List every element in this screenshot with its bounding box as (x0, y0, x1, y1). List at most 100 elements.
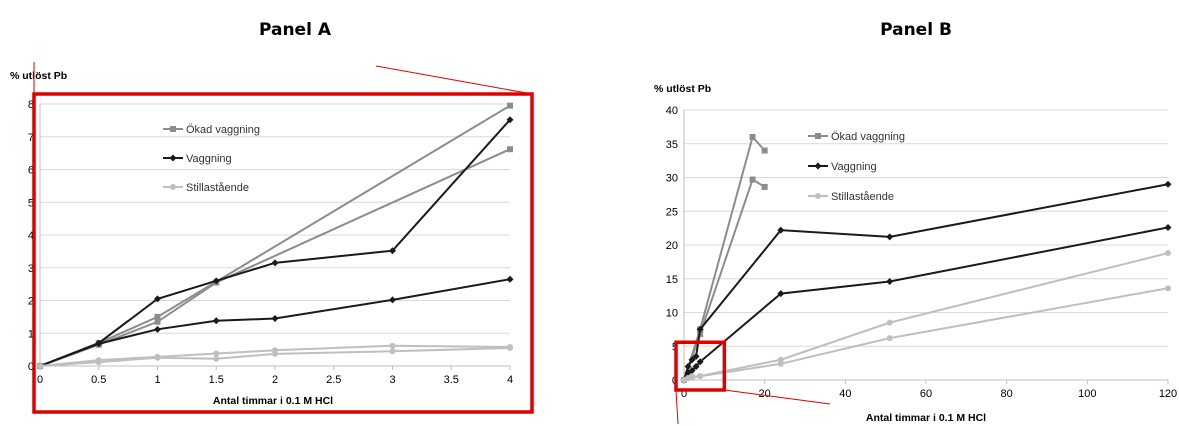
data-point (389, 342, 396, 349)
x-tick-label: 20 (759, 388, 771, 400)
data-point (886, 233, 894, 241)
x-tick-label: 1.5 (209, 374, 224, 386)
data-point (154, 318, 161, 325)
y-tick-label: 3 (28, 263, 34, 275)
data-point (689, 374, 696, 381)
data-point (697, 373, 704, 380)
panel-b-gridlines (683, 109, 1169, 384)
data-point (272, 350, 278, 357)
legend-marker (170, 126, 176, 132)
series-line (683, 287, 1169, 381)
y-tick-label: 35 (666, 139, 678, 151)
y-tick-label: 15 (666, 274, 678, 286)
x-tick-label: 3 (389, 374, 395, 386)
data-point (506, 116, 514, 124)
data-point (507, 146, 513, 153)
panel-a-series (36, 102, 514, 370)
x-tick-label: 80 (1001, 388, 1013, 400)
data-point (1164, 180, 1172, 188)
data-point (213, 355, 220, 362)
panel-a-zoom-frame (32, 92, 534, 414)
data-point (154, 325, 161, 333)
data-point (886, 277, 894, 285)
y-tick-label: 5 (28, 197, 34, 209)
data-point (777, 290, 785, 298)
series-line (683, 226, 1169, 381)
panel-b-legend: Ökad vaggning Vaggning Stillastående (808, 131, 905, 203)
y-tick-label: 4 (28, 230, 34, 242)
y-tick-label: 1 (28, 328, 34, 340)
data-point (507, 102, 513, 109)
legend-label: Vaggning (831, 161, 877, 173)
data-point (37, 363, 43, 369)
legend-marker (815, 133, 821, 139)
data-point (688, 367, 696, 375)
panel-a-chart: % utlöst Pb Antal timmar i 0.1 M HCl 0 1 2… (10, 70, 514, 407)
panel-b-chart: % utlöst Pb Antal timmar i 0.1 M HCl 051… (654, 83, 1177, 424)
data-point (777, 360, 784, 367)
y-tick-label: 6 (28, 165, 34, 177)
legend-label: Ökad vaggning (831, 131, 905, 143)
legend-marker (169, 154, 177, 162)
x-tick-label: 40 (839, 388, 851, 400)
data-point (761, 183, 768, 190)
x-tick-label: 2.5 (326, 374, 341, 386)
data-point (389, 296, 396, 304)
legend-label: Ökad vaggning (186, 124, 260, 136)
data-point (688, 356, 696, 364)
y-tick-label: 40 (666, 105, 678, 117)
panel-a-y-axis-title: % utlöst Pb (10, 70, 67, 82)
data-point (777, 226, 785, 234)
panel-a-title: Panel A (259, 20, 332, 40)
legend-label: Stillastående (831, 191, 894, 203)
y-tick-label: 25 (666, 206, 678, 218)
x-tick-label: 2 (272, 374, 278, 386)
data-point (212, 277, 220, 285)
panel-a-gridlines (39, 103, 511, 370)
y-tick-label: 2 (28, 296, 34, 308)
series-line (683, 252, 1169, 381)
y-tick-label: 8 (28, 99, 34, 111)
data-point (692, 352, 700, 360)
data-point (1165, 250, 1171, 257)
data-point (749, 176, 756, 183)
legend-marker (170, 184, 176, 190)
data-point (696, 325, 704, 333)
legend-label: Stillastående (186, 182, 249, 194)
y-tick-label: 10 (666, 308, 678, 320)
data-point (684, 363, 692, 370)
data-point (213, 350, 220, 357)
data-point (761, 147, 768, 154)
series-line (683, 183, 1169, 381)
legend-label: Vaggning (186, 153, 232, 165)
panel-a-x-axis-title: Antal timmar i 0.1 M HCl (213, 395, 333, 407)
data-point (1164, 223, 1172, 231)
y-tick-label: 7 (28, 132, 34, 144)
data-point (886, 319, 893, 326)
data-point (507, 344, 513, 351)
panel-b-y-axis-title: % utlöst Pb (654, 83, 711, 95)
x-tick-label: 100 (1078, 388, 1096, 400)
x-tick-label: 60 (920, 388, 932, 400)
y-tick-label: 0 (28, 361, 34, 373)
data-point (154, 313, 161, 320)
legend-marker (815, 193, 821, 199)
zoom-connector-line-bottom (724, 389, 831, 405)
legend-marker (814, 162, 822, 170)
data-point (95, 359, 102, 366)
data-point (154, 354, 161, 361)
data-point (389, 247, 396, 255)
zoom-connector-line-left-b (675, 389, 679, 425)
data-point (154, 295, 161, 303)
x-tick-label: 0 (681, 388, 687, 400)
data-point (389, 348, 396, 355)
panel-a-tick-labels: 0 1 2 3 4 5 6 7 8 0 0.5 1 1.5 2 2.5 3 3.5 4 (28, 99, 513, 386)
x-tick-label: 0 (37, 374, 43, 386)
zoom-connector-line-top (375, 65, 533, 95)
zoom-annotation (32, 62, 831, 425)
data-point (95, 340, 103, 348)
x-tick-label: 0.5 (91, 374, 106, 386)
series-line (39, 119, 511, 367)
